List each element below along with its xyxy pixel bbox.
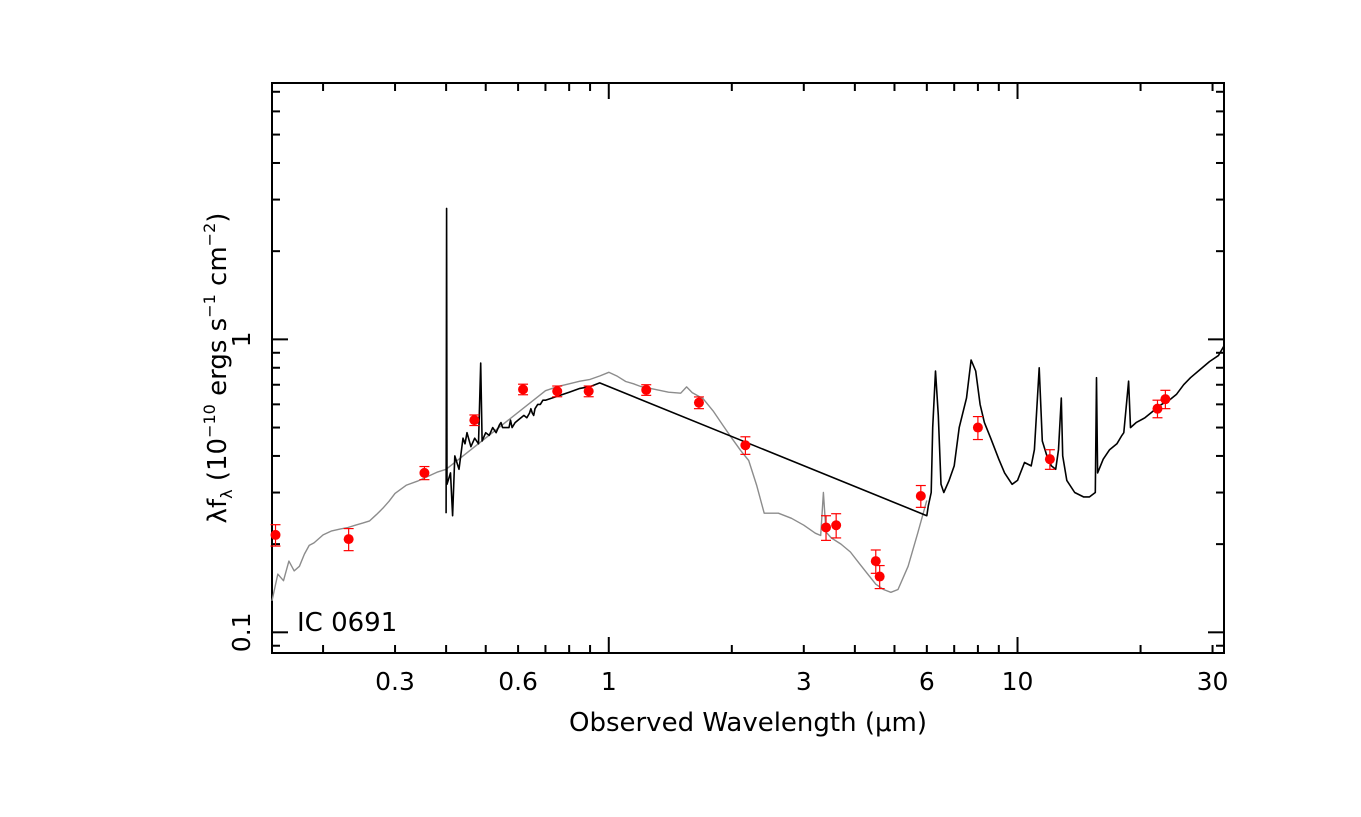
data-point xyxy=(740,440,751,451)
y-label-sup-2: −1 xyxy=(200,294,219,318)
y-tick-label: 1 xyxy=(227,331,256,347)
data-point xyxy=(1160,394,1171,405)
model-line xyxy=(271,371,928,602)
data-point xyxy=(972,422,983,433)
data-point xyxy=(1152,403,1163,414)
x-tick-label: 1 xyxy=(601,667,617,696)
data-point xyxy=(641,384,652,395)
x-tick-label: 10 xyxy=(1002,667,1034,696)
x-tick-label: 0.6 xyxy=(498,667,538,696)
data-point xyxy=(693,397,704,408)
x-tick-label: 6 xyxy=(919,667,935,696)
spectrum-line xyxy=(445,207,1225,517)
photometry-point xyxy=(1044,449,1055,470)
data-point xyxy=(874,571,885,582)
data-point xyxy=(583,386,594,397)
object-label: IC 0691 xyxy=(297,608,397,638)
y-label-text-2: ergs s xyxy=(203,318,233,404)
data-point xyxy=(552,386,563,397)
data-point xyxy=(469,415,480,426)
data-point xyxy=(1044,454,1055,465)
photometry-point xyxy=(641,384,652,396)
photometry-point xyxy=(343,527,354,552)
photometry-point xyxy=(469,414,480,427)
y-tick-labels: 0.11 xyxy=(227,331,256,652)
y-label-sup-1: −10 xyxy=(200,404,219,438)
data-point xyxy=(343,534,354,545)
photometry-point xyxy=(1160,389,1171,410)
x-tick-label: 3 xyxy=(796,667,812,696)
y-tick-label: 0.1 xyxy=(227,612,256,652)
data-point xyxy=(419,467,430,478)
x-tick-label: 0.3 xyxy=(375,667,415,696)
x-tick-labels: 0.3 0.6 1 3 6 10 30 xyxy=(375,667,1228,696)
photometry-point xyxy=(270,524,281,547)
photometry-point xyxy=(821,515,832,541)
data-point xyxy=(831,520,842,531)
photometry-point xyxy=(693,396,704,410)
data-point xyxy=(915,490,926,501)
photometry-point xyxy=(552,385,563,398)
y-axis-label: λfλ (10−10 ergs s−1 cm−2) xyxy=(200,213,236,524)
data-point xyxy=(870,556,881,567)
photometry-point xyxy=(518,383,529,396)
axis-ticks xyxy=(272,83,1224,653)
photometry-point xyxy=(915,484,926,508)
photometry-point xyxy=(874,564,885,590)
y-label-text-3: cm xyxy=(203,246,233,294)
y-label-text-1: (10 xyxy=(203,438,233,490)
x-axis-label: Observed Wavelength (μm) xyxy=(569,708,927,738)
data-point xyxy=(270,529,281,540)
photometry-point xyxy=(740,436,751,455)
photometry-point xyxy=(419,465,430,481)
y-label-prefix: λf xyxy=(203,498,233,523)
data-point xyxy=(821,522,832,533)
y-label-subscript: λ xyxy=(217,489,236,498)
plot-frame xyxy=(271,82,1225,654)
photometry-point xyxy=(972,415,983,441)
photometry-point xyxy=(831,513,842,539)
photometry-points xyxy=(270,383,1171,590)
x-tick-label: 30 xyxy=(1197,667,1229,696)
series-layer xyxy=(271,207,1225,602)
photometry-point xyxy=(583,385,594,398)
y-label-text-4: ) xyxy=(203,213,233,223)
data-point xyxy=(518,384,529,395)
y-label-sup-3: −2 xyxy=(200,223,219,247)
